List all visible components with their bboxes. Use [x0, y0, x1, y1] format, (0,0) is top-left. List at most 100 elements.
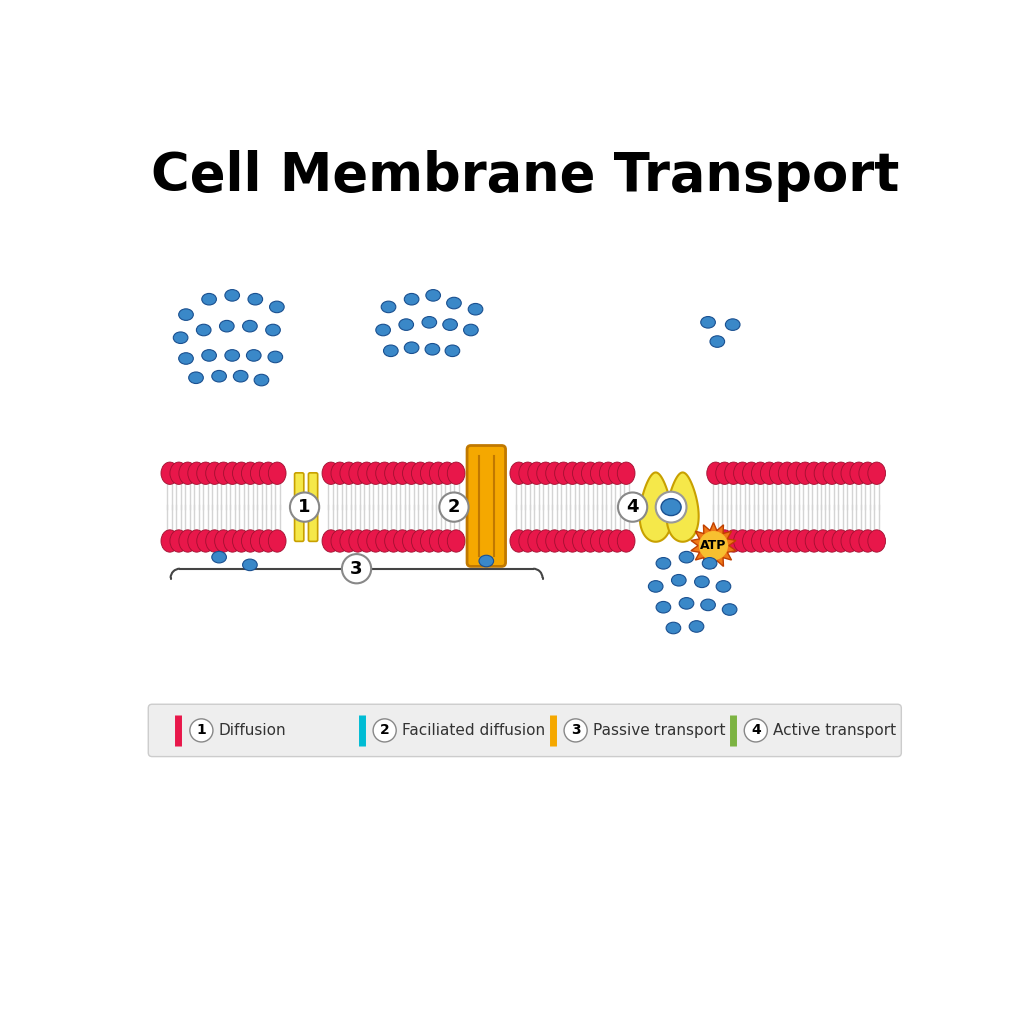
Ellipse shape — [841, 462, 859, 484]
Ellipse shape — [349, 462, 367, 484]
Ellipse shape — [546, 462, 563, 484]
Ellipse shape — [867, 462, 886, 484]
Circle shape — [617, 493, 647, 522]
Ellipse shape — [206, 462, 223, 484]
Text: 2: 2 — [447, 498, 460, 516]
Ellipse shape — [700, 316, 716, 328]
Ellipse shape — [331, 529, 349, 552]
Ellipse shape — [178, 309, 194, 321]
Ellipse shape — [725, 529, 742, 552]
Ellipse shape — [215, 462, 232, 484]
Ellipse shape — [219, 321, 234, 332]
Text: 3: 3 — [350, 560, 362, 578]
Ellipse shape — [787, 462, 805, 484]
Ellipse shape — [242, 462, 259, 484]
Ellipse shape — [268, 462, 286, 484]
Ellipse shape — [265, 325, 281, 336]
Ellipse shape — [402, 462, 420, 484]
Ellipse shape — [555, 462, 572, 484]
Ellipse shape — [797, 529, 814, 552]
Ellipse shape — [259, 529, 278, 552]
Ellipse shape — [349, 529, 367, 552]
Ellipse shape — [421, 462, 438, 484]
FancyBboxPatch shape — [148, 705, 901, 757]
Circle shape — [373, 719, 396, 742]
Ellipse shape — [722, 604, 737, 615]
Text: 4: 4 — [751, 723, 761, 737]
Ellipse shape — [656, 601, 671, 613]
Ellipse shape — [679, 598, 694, 609]
Ellipse shape — [694, 577, 710, 588]
Ellipse shape — [679, 551, 694, 563]
Ellipse shape — [402, 529, 420, 552]
Circle shape — [342, 554, 371, 584]
Ellipse shape — [384, 345, 398, 356]
Ellipse shape — [243, 321, 257, 332]
Ellipse shape — [232, 529, 250, 552]
Ellipse shape — [187, 529, 206, 552]
Ellipse shape — [445, 345, 460, 356]
Ellipse shape — [527, 462, 546, 484]
Ellipse shape — [425, 343, 439, 355]
Ellipse shape — [178, 352, 194, 365]
Ellipse shape — [563, 462, 582, 484]
Ellipse shape — [617, 462, 635, 484]
Ellipse shape — [867, 529, 886, 552]
Ellipse shape — [447, 529, 465, 552]
Text: Faciliated diffusion: Faciliated diffusion — [401, 723, 545, 738]
Polygon shape — [691, 522, 736, 568]
Ellipse shape — [367, 529, 384, 552]
Ellipse shape — [716, 529, 733, 552]
Circle shape — [189, 719, 213, 742]
Ellipse shape — [268, 529, 286, 552]
Ellipse shape — [376, 325, 390, 336]
Ellipse shape — [778, 462, 796, 484]
Ellipse shape — [797, 462, 814, 484]
Ellipse shape — [733, 529, 752, 552]
Ellipse shape — [438, 529, 456, 552]
Ellipse shape — [546, 529, 563, 552]
Ellipse shape — [850, 529, 867, 552]
Ellipse shape — [805, 529, 823, 552]
Ellipse shape — [710, 336, 725, 347]
Ellipse shape — [510, 462, 527, 484]
Ellipse shape — [187, 462, 206, 484]
Ellipse shape — [563, 529, 582, 552]
Ellipse shape — [197, 325, 211, 336]
Ellipse shape — [404, 342, 419, 353]
Text: 1: 1 — [298, 498, 311, 516]
Ellipse shape — [268, 351, 283, 362]
FancyBboxPatch shape — [295, 473, 304, 542]
Ellipse shape — [833, 462, 850, 484]
Ellipse shape — [438, 462, 456, 484]
Ellipse shape — [742, 529, 760, 552]
Circle shape — [564, 719, 587, 742]
Ellipse shape — [778, 529, 796, 552]
Text: 4: 4 — [627, 498, 639, 516]
Ellipse shape — [519, 529, 537, 552]
Ellipse shape — [385, 529, 402, 552]
Ellipse shape — [725, 462, 742, 484]
Ellipse shape — [814, 529, 831, 552]
Ellipse shape — [479, 555, 494, 567]
Polygon shape — [640, 472, 672, 542]
Ellipse shape — [519, 462, 537, 484]
Ellipse shape — [537, 462, 554, 484]
Ellipse shape — [340, 462, 357, 484]
Ellipse shape — [787, 529, 805, 552]
Ellipse shape — [223, 529, 242, 552]
Ellipse shape — [582, 462, 599, 484]
Ellipse shape — [170, 529, 187, 552]
Ellipse shape — [707, 462, 725, 484]
Ellipse shape — [527, 529, 546, 552]
Ellipse shape — [173, 332, 188, 343]
Ellipse shape — [591, 462, 608, 484]
Ellipse shape — [381, 301, 396, 312]
Ellipse shape — [197, 462, 214, 484]
FancyBboxPatch shape — [308, 473, 317, 542]
Ellipse shape — [850, 462, 867, 484]
Ellipse shape — [404, 294, 419, 305]
Ellipse shape — [251, 462, 268, 484]
Ellipse shape — [233, 371, 248, 382]
Ellipse shape — [648, 581, 663, 592]
